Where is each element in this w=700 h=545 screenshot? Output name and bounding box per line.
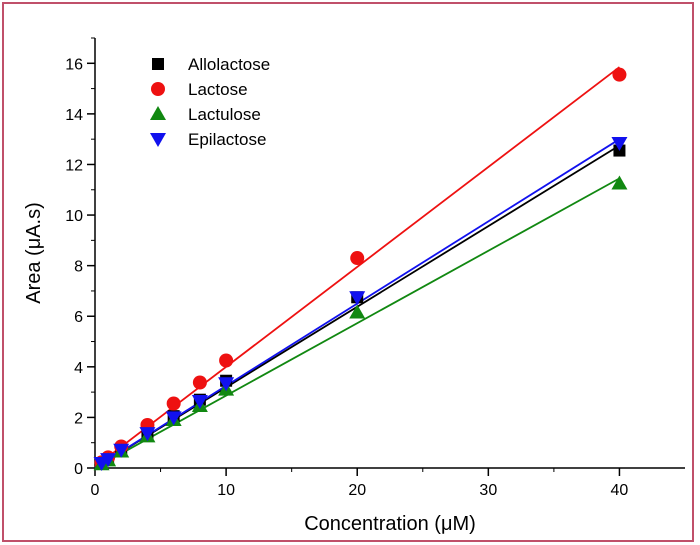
y-tick-label: 10 <box>65 208 83 225</box>
y-tick-label: 8 <box>74 259 83 276</box>
legend-marker-lactulose <box>150 106 166 120</box>
x-tick-label: 10 <box>217 482 235 499</box>
y-tick-label: 2 <box>74 410 83 427</box>
y-tick-label: 16 <box>65 56 83 73</box>
axes: 0 2 4 6 8 10 12 14 16 0 10 20 30 40 <box>65 37 685 499</box>
legend-label-lactulose: Lactulose <box>188 105 261 124</box>
legend: Allolactose Lactose Lactulose Epilactose <box>150 55 270 149</box>
x-tick-label: 0 <box>91 482 100 499</box>
y-tick-label: 0 <box>74 461 83 478</box>
data-point-epilactose <box>218 377 235 392</box>
legend-label-epilactose: Epilactose <box>188 130 266 149</box>
x-axis-label: Concentration (μM) <box>304 513 476 535</box>
y-tick-label: 12 <box>65 157 83 174</box>
data-point-lactose <box>350 251 365 266</box>
data-point-epilactose <box>349 291 366 306</box>
x-tick-label: 20 <box>348 482 366 499</box>
legend-marker-lactose <box>151 82 165 96</box>
data-point-lactose <box>219 353 234 368</box>
data-point-lactose <box>612 67 627 82</box>
data-point-epilactose <box>113 443 130 458</box>
y-tick-label: 14 <box>65 107 83 124</box>
data-point-lactose <box>166 396 181 411</box>
x-tick-label: 40 <box>611 482 629 499</box>
legend-marker-epilactose <box>150 133 166 147</box>
fit-line-lactulose <box>94 177 620 469</box>
legend-label-lactose: Lactose <box>188 80 248 99</box>
data-point-epilactose <box>191 394 208 409</box>
data-point-lactulose <box>611 175 628 190</box>
x-tick-label: 30 <box>479 482 497 499</box>
legend-marker-allolactose <box>152 58 164 70</box>
data-point-epilactose <box>611 136 628 151</box>
y-tick-label: 4 <box>74 360 83 377</box>
y-axis-label: Area (μA.s) <box>23 202 45 304</box>
fit-line-lactose <box>94 66 620 468</box>
y-tick-label: 6 <box>74 309 83 326</box>
data-point-lactose <box>192 375 207 390</box>
data-point-lactulose <box>349 304 366 319</box>
data-point-epilactose <box>100 453 117 468</box>
data-point-epilactose <box>139 427 156 442</box>
legend-label-allolactose: Allolactose <box>188 55 270 74</box>
data-point-epilactose <box>165 411 182 426</box>
data-points <box>93 67 628 471</box>
